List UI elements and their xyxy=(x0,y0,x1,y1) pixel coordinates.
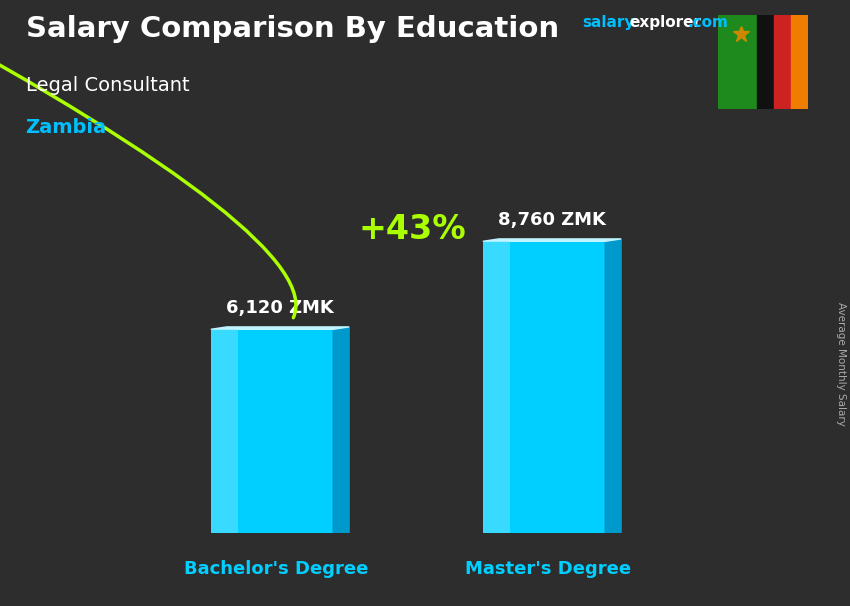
Text: explorer: explorer xyxy=(630,15,702,30)
Text: Zambia: Zambia xyxy=(26,118,106,137)
Bar xyxy=(756,15,774,109)
Text: Average Monthly Salary: Average Monthly Salary xyxy=(836,302,846,425)
Text: 8,760 ZMK: 8,760 ZMK xyxy=(498,211,606,229)
Bar xyxy=(211,329,238,533)
Polygon shape xyxy=(211,327,349,329)
Bar xyxy=(790,15,807,109)
Text: Master's Degree: Master's Degree xyxy=(465,560,631,578)
Bar xyxy=(483,241,510,533)
Polygon shape xyxy=(605,239,621,533)
Bar xyxy=(483,241,605,533)
Text: Legal Consultant: Legal Consultant xyxy=(26,76,189,95)
Text: Bachelor's Degree: Bachelor's Degree xyxy=(184,560,368,578)
Polygon shape xyxy=(333,327,349,533)
Text: salary: salary xyxy=(582,15,635,30)
Text: .com: .com xyxy=(688,15,728,30)
Polygon shape xyxy=(483,239,621,241)
Text: Salary Comparison By Education: Salary Comparison By Education xyxy=(26,15,558,43)
Text: 6,120 ZMK: 6,120 ZMK xyxy=(226,299,334,317)
Bar xyxy=(774,15,790,109)
Text: +43%: +43% xyxy=(358,213,466,246)
Bar xyxy=(211,329,333,533)
